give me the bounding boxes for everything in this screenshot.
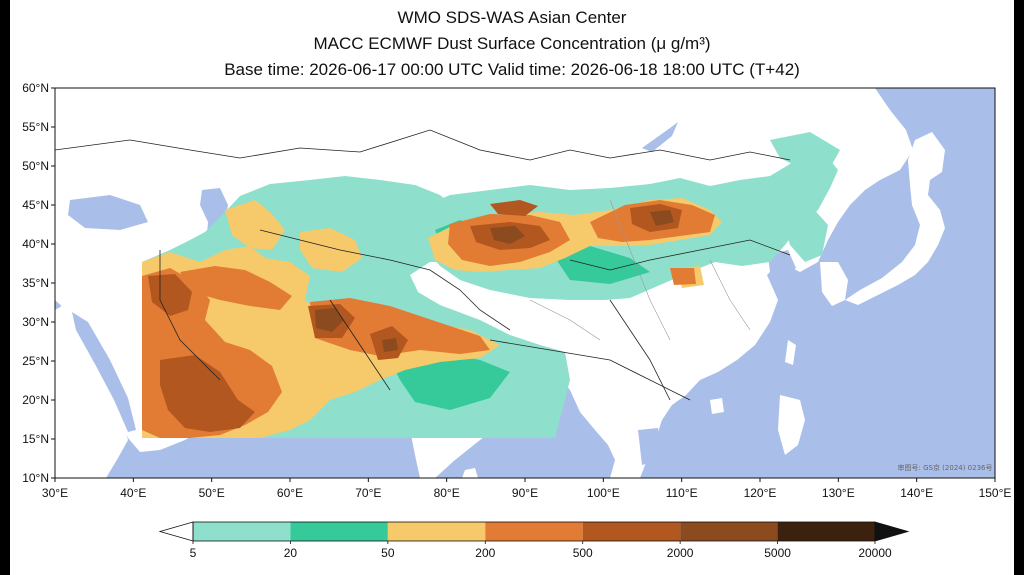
lon-tick-label: 70°E <box>355 486 381 500</box>
lake-baikal <box>642 122 678 152</box>
colorbar-segment <box>193 522 291 541</box>
red-sea <box>72 312 136 432</box>
figure-time-info: Base time: 2026-06-17 00:00 UTC Valid ti… <box>224 60 800 79</box>
lon-tick-label: 80°E <box>434 486 460 500</box>
lat-tick-label: 60°N <box>22 81 49 95</box>
internal-boundaries <box>529 199 751 341</box>
colorbar-segment <box>582 522 681 541</box>
lat-tick-label: 35°N <box>22 276 49 290</box>
lon-tick-label: 90°E <box>512 486 538 500</box>
map-approval-watermark: 审图号: GS京 (2024) 0236号 <box>898 463 993 472</box>
bohai-sea <box>768 250 796 280</box>
colorbar-segment <box>777 522 875 541</box>
dust-region-taklimakan-core <box>490 226 525 244</box>
yellow-sea <box>795 270 822 318</box>
internal-boundary <box>709 259 751 331</box>
lon-tick-label: 120°E <box>744 486 777 500</box>
figure-subtitle: MACC ECMWF Dust Surface Concentration (μ… <box>313 34 711 53</box>
dust-region-northeast-light <box>770 132 840 168</box>
dust-level-6 <box>315 210 674 352</box>
dust-region-xinjiang-yellow <box>300 228 362 272</box>
lon-tick-label: 150°E <box>979 486 1012 500</box>
colorbar-label: 200 <box>475 546 495 560</box>
border-line <box>259 229 511 331</box>
lat-tick-label: 10°N <box>22 471 49 485</box>
dust-region-hexi-orange <box>670 268 696 285</box>
gulf-of-thailand <box>638 428 660 465</box>
landmass-korea <box>820 262 848 306</box>
lon-tick-label: 50°E <box>199 486 225 500</box>
lat-tick-label: 30°N <box>22 315 49 329</box>
dust-region-gobi-green <box>550 246 650 284</box>
colorbar-label: 20 <box>284 546 298 560</box>
lon-tick-label: 110°E <box>666 486 698 500</box>
country-borders <box>55 129 791 401</box>
colorbar-label: 20000 <box>858 546 892 560</box>
border-line <box>329 299 391 391</box>
dust-concentration-field <box>142 132 840 438</box>
landmass-japan <box>845 132 945 305</box>
dust-region-pakistan-orange <box>310 298 490 356</box>
dust-region-mongolia-brown <box>490 200 538 216</box>
map-area: 审图号: GS京 (2024) 0236号 <box>55 88 995 478</box>
dust-region-gobi-core <box>650 210 674 226</box>
black-sea <box>68 195 148 230</box>
colorbar-segment <box>485 522 583 541</box>
landmass-africa <box>55 300 128 478</box>
lat-tick-label: 40°N <box>22 237 49 251</box>
colorbar-label: 5 <box>190 546 197 560</box>
colorbar-segment <box>387 522 486 541</box>
landmass-hainan <box>710 398 724 414</box>
landmass-philippines <box>778 395 805 455</box>
lon-tick-label: 100°E <box>587 486 620 500</box>
dust-region-iran-orange <box>180 266 292 310</box>
lon-tick-label: 130°E <box>822 486 855 500</box>
internal-boundary <box>529 299 601 341</box>
colorbar-segment <box>680 522 778 541</box>
lat-tick-label: 55°N <box>22 120 49 134</box>
dust-region-saudi-brown <box>148 274 192 316</box>
colorbar-label: 5000 <box>764 546 791 560</box>
dust-region-southindia-light <box>410 410 490 438</box>
colorbar-label: 50 <box>381 546 395 560</box>
lon-tick-label: 60°E <box>277 486 303 500</box>
lat-tick-label: 20°N <box>22 393 49 407</box>
lat-tick-label: 50°N <box>22 159 49 173</box>
border-line <box>159 250 221 381</box>
dust-region-kazakh-yellow <box>225 200 285 250</box>
border-line <box>55 129 791 161</box>
border-line <box>569 239 791 271</box>
colorbar: 5 20 50 200 500 2000 5000 20000 <box>158 521 910 560</box>
colorbar-high-extend <box>874 521 910 542</box>
landmass-europe <box>55 222 170 292</box>
map-figure: WMO SDS-WAS Asian Center MACC ECMWF Dust… <box>10 0 1014 575</box>
dust-region-afghan-core <box>315 308 344 332</box>
colorbar-label: 2000 <box>667 546 694 560</box>
lat-tick-label: 15°N <box>22 432 49 446</box>
lon-tick-label: 40°E <box>120 486 146 500</box>
lat-tick-label: 25°N <box>22 354 49 368</box>
lat-tick-label: 45°N <box>22 198 49 212</box>
colorbar-segment <box>290 522 388 541</box>
dust-level-5 <box>148 200 682 432</box>
dust-region-yemen-brown <box>160 355 255 432</box>
landmass-taiwan <box>785 340 796 365</box>
dust-region-manchuria-light <box>780 205 828 262</box>
border-line <box>609 299 671 401</box>
colorbar-low-extend <box>158 521 194 542</box>
lon-tick-label: 140°E <box>900 486 933 500</box>
longitude-axis: 30°E 40°E 50°E 60°E 70°E 80°E 90°E 100°E 110°E 12… <box>42 478 1011 500</box>
colorbar-label: 500 <box>573 546 593 560</box>
landmass-srilanka <box>462 468 478 478</box>
internal-boundary <box>609 199 671 341</box>
figure-title: WMO SDS-WAS Asian Center <box>397 8 627 27</box>
colorbar-frame <box>192 521 876 542</box>
latitude-axis: 60°N 55°N 50°N 45°N 40°N 35°N 30°N 25°N 20°N 15°N… <box>22 81 55 485</box>
dust-region-sindh-core <box>382 338 398 352</box>
lon-tick-label: 30°E <box>42 486 68 500</box>
